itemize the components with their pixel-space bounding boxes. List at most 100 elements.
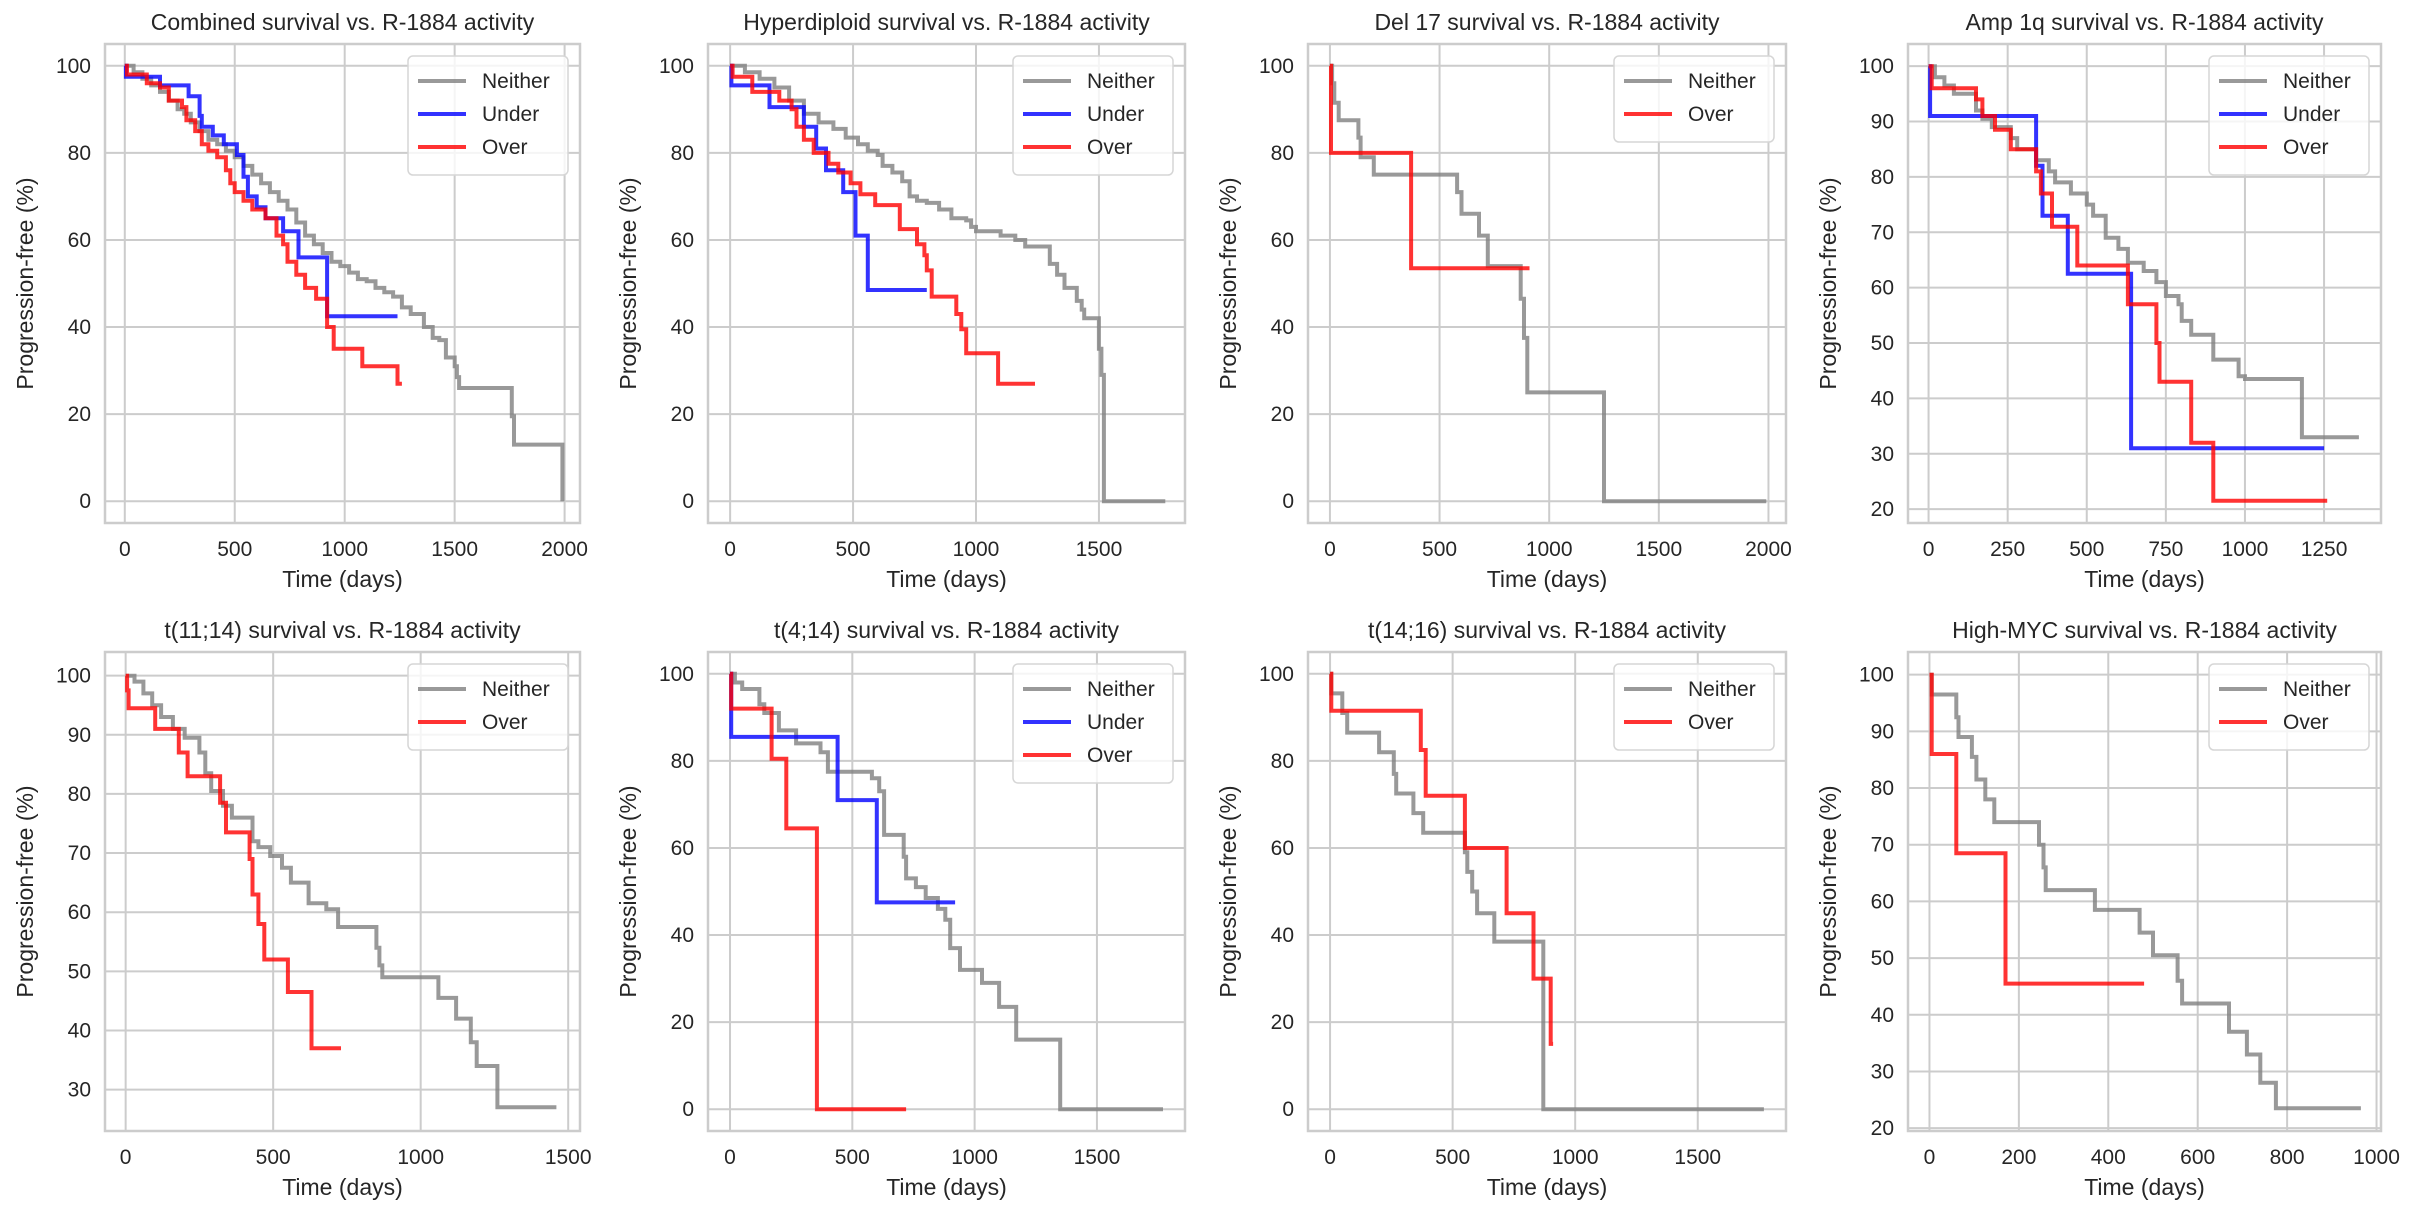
x-tick-label: 600	[2180, 1146, 2215, 1169]
legend-label: Neither	[2283, 70, 2351, 93]
legend-label: Neither	[1688, 70, 1756, 93]
y-tick-label: 30	[1871, 443, 1894, 466]
x-tick-label: 500	[836, 538, 871, 561]
legend-label: Over	[1688, 103, 1734, 126]
survival-curve-neither	[1329, 63, 1767, 504]
chart-panel: 0 200 400 600 800 1000 20 30 40 50 60 70 80 90 100 High…	[1815, 617, 2400, 1200]
chart-title: t(4;14) survival vs. R-1884 activity	[774, 617, 1120, 643]
chart-title: Del 17 survival vs. R-1884 activity	[1374, 9, 1720, 35]
y-tick-label: 80	[1271, 142, 1294, 165]
y-tick-label: 40	[671, 924, 694, 947]
y-tick-label: 100	[1859, 664, 1894, 687]
y-tick-label: 40	[68, 1019, 91, 1042]
x-tick-label: 1250	[2301, 538, 2348, 561]
y-tick-label: 40	[671, 316, 694, 339]
y-tick-label: 100	[1259, 55, 1294, 78]
x-axis-label: Time (days)	[886, 566, 1007, 592]
x-tick-label: 1500	[431, 538, 478, 561]
y-tick-label: 20	[671, 1011, 694, 1034]
y-tick-label: 80	[1871, 777, 1894, 800]
x-tick-label: 1500	[545, 1146, 592, 1169]
x-tick-label: 500	[1422, 538, 1457, 561]
survival-curve-neither	[730, 63, 1166, 504]
y-tick-label: 60	[1871, 277, 1894, 300]
legend: Neither Over	[2208, 663, 2370, 751]
legend-label: Under	[1087, 103, 1144, 126]
chart-panel: 0 500 1000 1500 2000 0 20 40 60 80 100 Del 17 survi…	[1215, 9, 1792, 592]
survival-curve-neither	[1929, 672, 2361, 1111]
legend-label: Over	[482, 711, 528, 734]
legend: Neither Under Over	[1012, 55, 1174, 176]
y-tick-label: 100	[1259, 663, 1294, 686]
y-tick-label: 20	[68, 403, 91, 426]
survival-curve-over	[1329, 63, 1530, 271]
x-tick-label: 400	[2091, 1146, 2126, 1169]
chart-title: Hyperdiploid survival vs. R-1884 activit…	[743, 9, 1150, 35]
x-tick-label: 250	[1990, 538, 2025, 561]
x-tick-label: 500	[217, 538, 252, 561]
axes-frame	[1306, 650, 1788, 1133]
x-tick-label: 500	[1435, 1146, 1470, 1169]
legend-label: Over	[1087, 136, 1133, 159]
y-tick-label: 20	[1271, 403, 1294, 426]
chart-title: Combined survival vs. R-1884 activity	[151, 9, 535, 35]
legend-label: Over	[2283, 136, 2329, 159]
legend-label: Neither	[2283, 678, 2351, 701]
y-tick-label: 0	[1282, 1098, 1294, 1121]
y-axis-label: Progression-free (%)	[1815, 785, 1841, 997]
x-tick-label: 1000	[2353, 1146, 2400, 1169]
x-tick-label: 1500	[1674, 1146, 1721, 1169]
y-tick-label: 90	[1871, 111, 1894, 134]
y-axis-label: Progression-free (%)	[12, 785, 38, 997]
x-tick-label: 0	[1324, 1146, 1336, 1169]
x-axis-label: Time (days)	[1487, 566, 1608, 592]
x-tick-label: 750	[2148, 538, 2183, 561]
legend-label: Over	[1087, 744, 1133, 767]
x-tick-label: 0	[724, 538, 736, 561]
y-tick-label: 80	[671, 750, 694, 773]
y-tick-label: 30	[1871, 1060, 1894, 1083]
x-tick-label: 1000	[953, 538, 1000, 561]
y-tick-label: 80	[671, 142, 694, 165]
x-tick-label: 1000	[1526, 538, 1573, 561]
y-axis-label: Progression-free (%)	[1215, 785, 1241, 997]
legend-label: Over	[1688, 711, 1734, 734]
y-tick-label: 0	[79, 490, 91, 513]
x-axis-label: Time (days)	[886, 1174, 1007, 1200]
y-tick-label: 80	[1871, 166, 1894, 189]
legend-label: Neither	[1087, 70, 1155, 93]
y-tick-label: 60	[671, 229, 694, 252]
legend-label: Neither	[1688, 678, 1756, 701]
survival-curve-neither	[730, 671, 1163, 1112]
y-tick-label: 60	[1271, 837, 1294, 860]
legend-box	[1613, 55, 1775, 143]
x-tick-label: 1000	[1552, 1146, 1599, 1169]
x-tick-label: 2000	[1745, 538, 1792, 561]
axes-frame	[1906, 42, 2383, 525]
legend: Neither Over	[1613, 55, 1775, 143]
chart-panel: 0 500 1000 1500 0 20 40 60 80 100 t(4;14) survival…	[615, 617, 1187, 1200]
x-tick-label: 1000	[321, 538, 368, 561]
x-tick-label: 2000	[541, 538, 588, 561]
legend-label: Under	[1087, 711, 1144, 734]
y-tick-label: 70	[68, 842, 91, 865]
y-tick-label: 100	[659, 55, 694, 78]
legend-box	[2208, 663, 2370, 751]
x-tick-label: 1500	[1635, 538, 1682, 561]
x-tick-label: 200	[2001, 1146, 2036, 1169]
legend-label: Over	[482, 136, 528, 159]
y-tick-label: 20	[671, 403, 694, 426]
y-axis-label: Progression-free (%)	[12, 177, 38, 389]
x-axis-label: Time (days)	[282, 1174, 403, 1200]
survival-curve-neither	[125, 673, 557, 1110]
axes-frame	[103, 650, 582, 1133]
x-tick-label: 0	[1923, 538, 1935, 561]
x-axis-label: Time (days)	[282, 566, 403, 592]
axes-frame	[103, 42, 582, 525]
x-tick-label: 500	[835, 1146, 870, 1169]
y-tick-label: 0	[1282, 490, 1294, 513]
legend: Neither Over	[1613, 663, 1775, 751]
y-tick-label: 40	[1271, 924, 1294, 947]
legend-label: Neither	[482, 70, 550, 93]
